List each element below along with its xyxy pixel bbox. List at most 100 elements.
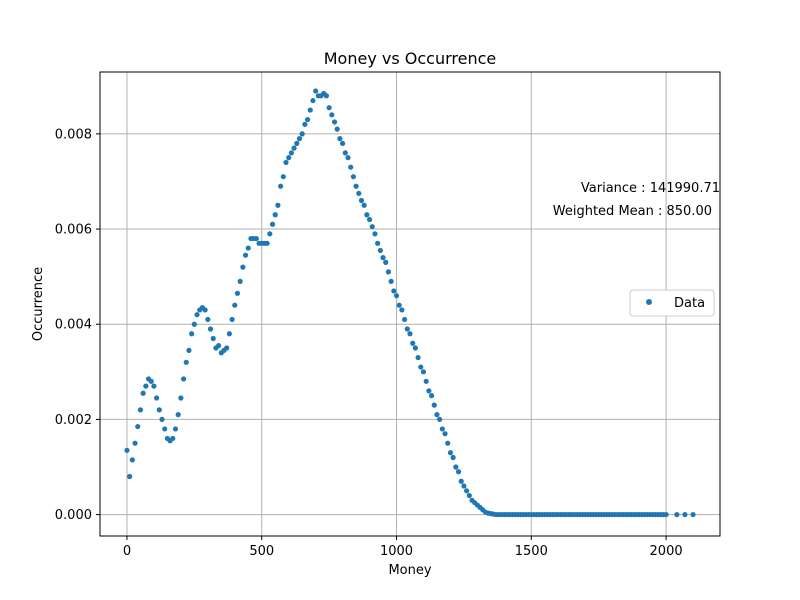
data-point (275, 202, 281, 208)
data-point (162, 426, 168, 432)
y-tick-label: 0.002 (55, 413, 92, 428)
data-point (437, 416, 443, 423)
data-point (361, 202, 367, 208)
x-tick-label: 500 (249, 544, 274, 559)
data-point (399, 307, 405, 313)
data-point (391, 288, 397, 294)
data-point (148, 378, 154, 384)
y-axis-ticks: 0.000 0.002 0.004 0.006 0.008 (55, 127, 100, 523)
data-point (183, 359, 189, 365)
data-point (216, 343, 222, 349)
x-tick-label: 1000 (380, 544, 413, 559)
data-point (189, 331, 195, 337)
data-point (283, 159, 289, 166)
data-point (159, 416, 165, 423)
x-tick-label: 2000 (650, 544, 683, 559)
x-axis-label: Money (388, 563, 431, 578)
data-point (329, 112, 335, 118)
data-point (229, 316, 235, 323)
data-point (156, 407, 162, 413)
data-point (461, 483, 467, 489)
data-point (464, 488, 470, 494)
data-point (124, 447, 130, 453)
legend-marker (646, 299, 652, 305)
data-point (294, 140, 300, 146)
data-point (151, 383, 157, 389)
data-point (404, 326, 410, 332)
data-point (278, 183, 284, 189)
data-point (375, 240, 381, 246)
data-point (445, 440, 451, 446)
data-point (232, 302, 238, 308)
data-point (366, 216, 373, 223)
data-point (272, 212, 278, 218)
data-point (226, 331, 232, 337)
data-point (353, 183, 359, 189)
data-point (402, 316, 408, 323)
data-point (143, 383, 149, 389)
data-point (439, 426, 445, 432)
data-point (455, 469, 462, 475)
data-point (237, 278, 243, 284)
x-axis-ticks: 0 500 1000 1500 2000 (123, 536, 683, 559)
data-point (407, 331, 413, 337)
data-point (302, 121, 308, 127)
y-tick-label: 0.000 (55, 508, 92, 523)
data-point (418, 364, 424, 370)
data-point (350, 174, 356, 180)
plot-frame (99, 71, 721, 537)
data-point (453, 464, 459, 470)
data-point (307, 107, 313, 113)
data-point (340, 140, 346, 146)
data-point (690, 511, 696, 518)
data-point (388, 278, 394, 284)
data-point (202, 307, 208, 313)
data-point (364, 212, 370, 218)
data-point (372, 231, 378, 237)
data-point (356, 190, 362, 196)
data-point (205, 316, 211, 323)
data-point (466, 492, 472, 499)
data-point (380, 255, 386, 261)
y-tick-label: 0.008 (55, 127, 92, 142)
data-point (313, 88, 319, 94)
data-point (267, 231, 273, 237)
data-point (304, 116, 311, 123)
data-point (337, 136, 343, 142)
data-point (428, 393, 435, 399)
x-tick-label: 0 (123, 544, 131, 559)
data-point (358, 197, 365, 204)
data-point (286, 155, 292, 161)
data-point (323, 93, 330, 99)
data-point (291, 145, 297, 151)
legend-label: Data (674, 296, 705, 311)
chart-title: Money vs Occurrence (324, 49, 497, 68)
data-point (348, 164, 354, 170)
data-point (385, 269, 392, 275)
data-point (458, 478, 464, 484)
data-point (396, 302, 402, 308)
data-point (383, 259, 389, 265)
data-point (415, 354, 421, 361)
data-point (310, 97, 316, 104)
data-point (242, 252, 249, 258)
data-point (296, 136, 303, 142)
data-point (682, 511, 688, 518)
data-point (224, 345, 230, 351)
data-point (280, 174, 286, 180)
data-point (180, 376, 187, 382)
data-point (345, 155, 351, 161)
data-point (426, 388, 432, 394)
weighted-mean-annotation: Weighted Mean : 850.00 (553, 204, 712, 219)
data-point (434, 412, 440, 418)
data-point (269, 221, 276, 227)
data-point (447, 450, 454, 456)
data-point (412, 345, 418, 351)
data-point (410, 340, 416, 346)
variance-annotation: Variance : 141990.71 (581, 181, 720, 196)
data-point (342, 150, 348, 156)
data-point (393, 293, 400, 299)
data-point (245, 245, 251, 251)
y-tick-label: 0.006 (55, 223, 92, 238)
data-point (207, 326, 214, 332)
